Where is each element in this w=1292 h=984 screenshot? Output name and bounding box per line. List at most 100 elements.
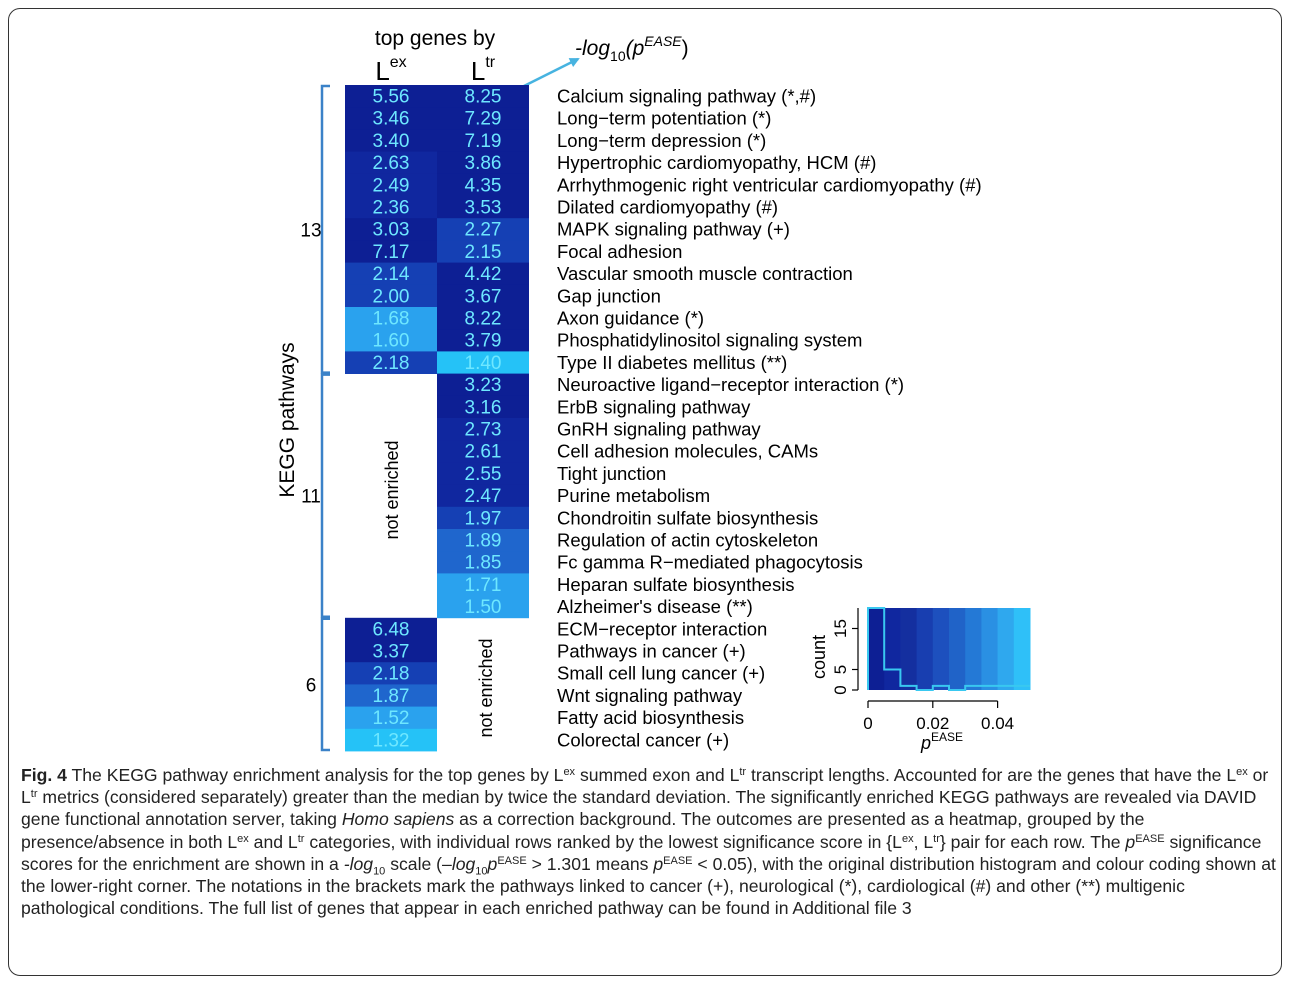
histogram-color-band xyxy=(997,608,1015,690)
group-brackets: 13 11 6 xyxy=(300,84,330,752)
row-label: MAPK signaling pathway (+) xyxy=(557,219,790,240)
histogram-color-band xyxy=(1013,608,1031,690)
x-tick-label: 0.02 xyxy=(916,714,949,733)
heatmap-cell xyxy=(345,617,437,641)
group-count-label: 13 xyxy=(300,220,321,241)
cell-value-label: 1.50 xyxy=(465,597,502,618)
group-count-label: 11 xyxy=(301,487,321,508)
figure-label: Fig. 4 xyxy=(21,765,67,785)
heatmap-cell xyxy=(437,307,529,330)
cell-value-label: 8.22 xyxy=(465,309,502,330)
heatmap-cell xyxy=(437,595,529,619)
heatmap-cell xyxy=(345,262,437,286)
heatmap-cell xyxy=(345,728,437,752)
row-label: Cell adhesion molecules, CAMs xyxy=(557,441,818,462)
row-label: Pathways in cancer (+) xyxy=(557,641,746,662)
group-count-label: 6 xyxy=(306,675,317,696)
heatmap-cell xyxy=(437,196,529,219)
heatmap-cell xyxy=(345,173,437,197)
row-label: Vascular smooth muscle contraction xyxy=(557,263,853,284)
cell-value-label: 1.87 xyxy=(373,686,410,707)
column-header-ex: Lex xyxy=(375,54,406,86)
histogram-color-band xyxy=(965,608,982,690)
heatmap-cells: 5.56 8.25 3.46 7.29 3.40 7.19 2.63 3.86 2.49 4.35… xyxy=(345,85,529,752)
histogram-color-band xyxy=(932,608,950,690)
row-label: Dilated cardiomyopathy (#) xyxy=(557,197,778,218)
heatmap-cell xyxy=(437,418,529,441)
value-label-text: -log10(pEASE) xyxy=(575,33,689,64)
cell-value-label: 2.36 xyxy=(373,198,410,219)
row-label: Tight junction xyxy=(557,463,666,484)
row-label: GnRH signaling pathway xyxy=(557,419,761,440)
column-headers: Lex Ltr xyxy=(375,54,495,86)
cell-value-label: 1.71 xyxy=(465,575,502,596)
row-label: Gap junction xyxy=(557,285,661,306)
cell-value-label: 1.85 xyxy=(465,553,502,574)
histogram-color-band xyxy=(884,608,901,690)
row-label: Small cell lung cancer (+) xyxy=(557,663,765,684)
heatmap-cell xyxy=(345,284,437,308)
y-tick-label: 15 xyxy=(831,619,850,638)
cell-value-label: 2.61 xyxy=(465,442,502,463)
row-label: ErbB signaling pathway xyxy=(557,396,751,417)
histogram-color-band xyxy=(900,608,918,690)
y-group-axis-label: KEGG pathways xyxy=(276,342,299,497)
row-label: Arrhythmogenic right ventricular cardiom… xyxy=(557,174,982,195)
heatmap-cell xyxy=(437,529,529,552)
cell-value-label: 2.73 xyxy=(465,420,502,441)
heatmap-cell xyxy=(345,129,437,152)
heatmap-cell xyxy=(345,351,437,374)
cell-value-label: 3.40 xyxy=(373,131,410,152)
histogram-color-band xyxy=(916,608,934,690)
row-label: Fatty acid biosynthesis xyxy=(557,707,744,728)
heatmap-cell xyxy=(437,218,529,241)
heatmap-cell xyxy=(345,85,437,108)
cell-value-label: 1.68 xyxy=(373,309,410,330)
cell-value-label: 2.14 xyxy=(373,264,410,285)
row-label: Chondroitin sulfate biosynthesis xyxy=(557,507,818,528)
cell-value-label: 3.37 xyxy=(373,642,410,663)
row-label: Wnt signaling pathway xyxy=(557,685,743,706)
heatmap-cell xyxy=(437,551,529,574)
cell-value-label: 2.27 xyxy=(465,220,502,241)
x-tick-label: 0 xyxy=(863,714,872,733)
cell-value-label: 3.23 xyxy=(465,375,502,396)
heatmap-cell xyxy=(345,151,437,175)
row-label: ECM−receptor interaction xyxy=(557,618,767,639)
cell-value-label: 7.17 xyxy=(373,242,410,263)
group-bracket xyxy=(320,373,330,619)
row-label: Neuroactive ligand−receptor interaction … xyxy=(557,374,904,395)
cell-value-label: 1.97 xyxy=(465,508,502,529)
heatmap-cell xyxy=(437,440,529,463)
heatmap-cell xyxy=(437,173,529,197)
heatmap-cell xyxy=(437,262,529,286)
histogram-outline xyxy=(867,607,1030,691)
row-label: Axon guidance (*) xyxy=(557,308,704,329)
row-label: Regulation of actin cytoskeleton xyxy=(557,530,818,551)
cell-value-label: 2.18 xyxy=(373,353,410,374)
cell-value-label: 6.48 xyxy=(373,619,410,640)
cell-value-label: 3.03 xyxy=(373,220,410,241)
heatmap-cell xyxy=(345,640,437,663)
heatmap-cell xyxy=(345,706,437,730)
not-enriched-label-tr: not enriched xyxy=(476,638,496,737)
row-label: Phosphatidylinositol signaling system xyxy=(557,330,862,351)
cell-value-label: 3.79 xyxy=(465,331,502,352)
heatmap-cell xyxy=(437,129,529,152)
cell-value-label: 3.67 xyxy=(465,286,502,307)
row-label: Fc gamma R−mediated phagocytosis xyxy=(557,552,863,573)
cell-value-label: 7.19 xyxy=(465,131,502,152)
heatmap-cell xyxy=(437,351,529,374)
cell-value-label: 1.52 xyxy=(373,708,410,729)
row-label: Type II diabetes mellitus (**) xyxy=(557,352,787,373)
value-scale-label: -log10(pEASE) xyxy=(575,33,689,64)
heatmap-cell xyxy=(437,107,529,130)
not-enriched-label-ex: not enriched xyxy=(382,440,402,539)
heatmap-cell xyxy=(437,329,529,352)
cell-value-label: 1.89 xyxy=(465,531,502,552)
cell-value-label: 8.25 xyxy=(465,87,502,108)
heatmap-cell xyxy=(437,484,529,508)
heatmap-cell xyxy=(437,85,529,108)
row-label: Hypertrophic cardiomyopathy, HCM (#) xyxy=(557,152,876,173)
